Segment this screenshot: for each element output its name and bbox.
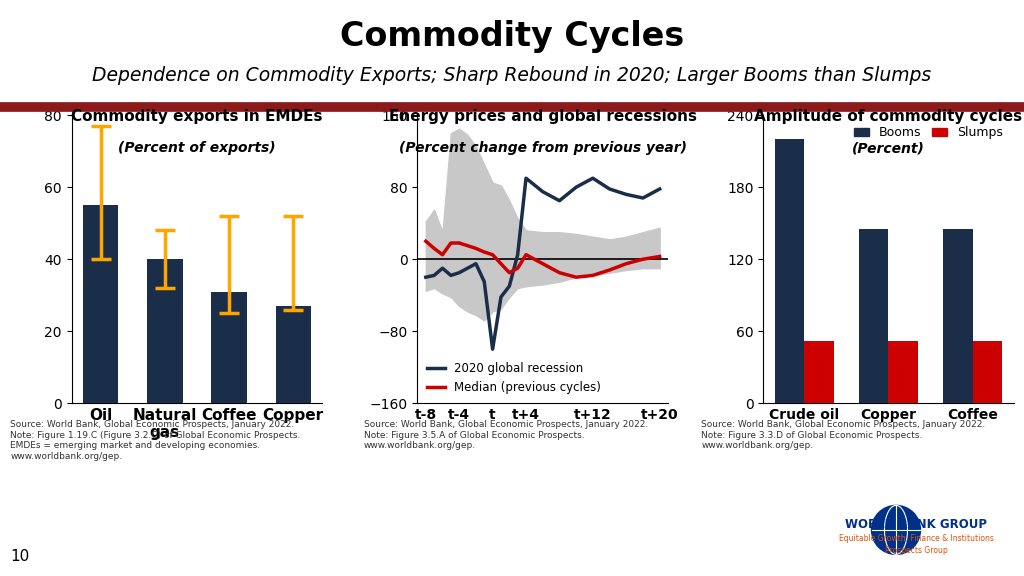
- Bar: [774, 139, 804, 403]
- Bar: [83, 205, 119, 403]
- Text: WORLD BANK GROUP: WORLD BANK GROUP: [846, 518, 987, 530]
- Text: 10: 10: [10, 550, 30, 564]
- Text: Source: World Bank, Global Economic Prospects, January 2022.
Note: Figure 3.3.D : Source: World Bank, Global Economic Pros…: [701, 420, 986, 450]
- Bar: [943, 229, 973, 403]
- Bar: [804, 341, 834, 403]
- Circle shape: [871, 506, 921, 554]
- Bar: [889, 341, 918, 403]
- Text: Commodity exports in EMDEs: Commodity exports in EMDEs: [72, 109, 323, 124]
- Text: Source: World Bank, Global Economic Prospects, January 2022.
Note: Figure 3.5.A : Source: World Bank, Global Economic Pros…: [364, 420, 648, 450]
- Legend: 2020 global recession, Median (previous cycles): 2020 global recession, Median (previous …: [423, 358, 604, 397]
- Bar: [147, 259, 182, 403]
- Bar: [859, 229, 889, 403]
- Bar: [211, 291, 247, 403]
- Text: Equitable Growth, Finance & Institutions
Prospects Group: Equitable Growth, Finance & Institutions…: [839, 534, 994, 555]
- Text: Dependence on Commodity Exports; Sharp Rebound in 2020; Larger Booms than Slumps: Dependence on Commodity Exports; Sharp R…: [92, 66, 932, 85]
- Text: Energy prices and global recessions: Energy prices and global recessions: [389, 109, 696, 124]
- Bar: [973, 341, 1002, 403]
- Bar: [275, 306, 311, 403]
- Text: Amplitude of commodity cycles: Amplitude of commodity cycles: [755, 109, 1023, 124]
- Legend: Booms, Slumps: Booms, Slumps: [849, 122, 1008, 145]
- Text: Source: World Bank, Global Economic Prospects, January 2022.
Note: Figure 1.19.C: Source: World Bank, Global Economic Pros…: [10, 420, 301, 461]
- Text: (Percent of exports): (Percent of exports): [118, 141, 275, 155]
- Text: Commodity Cycles: Commodity Cycles: [340, 20, 684, 53]
- Text: (Percent): (Percent): [852, 141, 925, 155]
- Text: (Percent change from previous year): (Percent change from previous year): [398, 141, 687, 155]
